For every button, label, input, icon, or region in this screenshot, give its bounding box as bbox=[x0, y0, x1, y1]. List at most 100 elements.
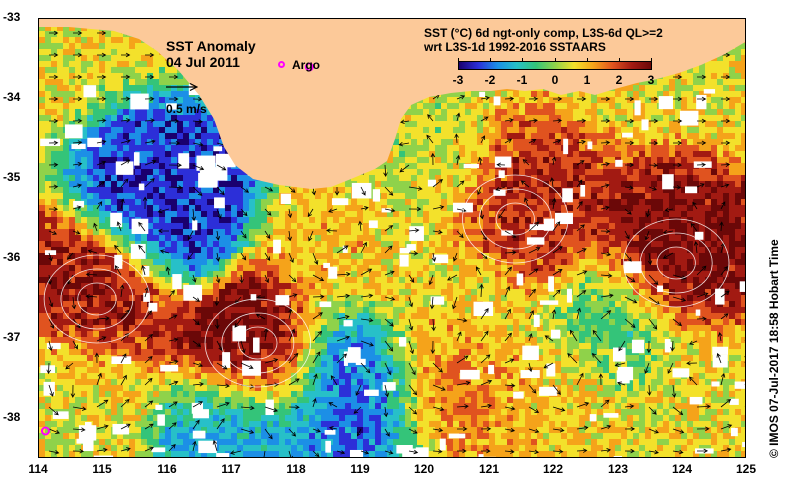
anomaly-cell bbox=[717, 85, 724, 92]
anomaly-cell bbox=[105, 199, 112, 206]
anomaly-cell bbox=[87, 97, 94, 104]
anomaly-cell bbox=[105, 61, 112, 68]
anomaly-cell bbox=[723, 91, 730, 98]
anomaly-cell bbox=[393, 223, 400, 230]
anomaly-cell bbox=[81, 271, 88, 278]
anomaly-cell bbox=[639, 169, 646, 176]
anomaly-cell bbox=[81, 265, 88, 272]
anomaly-cell bbox=[69, 157, 76, 164]
anomaly-cell bbox=[603, 253, 610, 260]
anomaly-cell bbox=[51, 85, 58, 92]
anomaly-cell bbox=[225, 265, 232, 272]
anomaly-cell bbox=[453, 223, 460, 230]
anomaly-cell bbox=[213, 259, 220, 266]
anomaly-cell bbox=[129, 175, 136, 182]
anomaly-cell bbox=[249, 253, 256, 260]
anomaly-cell bbox=[597, 115, 604, 122]
anomaly-cell bbox=[279, 205, 286, 212]
anomaly-cell bbox=[435, 169, 442, 176]
anomaly-cell bbox=[633, 91, 640, 98]
anomaly-cell bbox=[75, 37, 82, 44]
anomaly-cell bbox=[243, 181, 250, 188]
anomaly-cell bbox=[159, 79, 166, 86]
anomaly-cell bbox=[723, 67, 730, 74]
anomaly-cell bbox=[513, 121, 520, 128]
anomaly-cell bbox=[621, 145, 628, 152]
anomaly-cell bbox=[123, 151, 130, 158]
anomaly-cell bbox=[201, 109, 208, 116]
anomaly-cell bbox=[39, 241, 46, 248]
anomaly-cell bbox=[99, 61, 106, 68]
anomaly-cell bbox=[645, 85, 652, 92]
anomaly-cell bbox=[735, 229, 742, 236]
anomaly-cell bbox=[549, 151, 556, 158]
anomaly-cell bbox=[477, 181, 484, 188]
anomaly-cell bbox=[489, 259, 496, 266]
anomaly-cell bbox=[195, 127, 202, 134]
anomaly-cell bbox=[615, 217, 622, 224]
anomaly-cell bbox=[117, 181, 124, 188]
anomaly-cell bbox=[591, 109, 598, 116]
anomaly-cell bbox=[477, 187, 484, 194]
anomaly-cell bbox=[105, 121, 112, 128]
anomaly-cell bbox=[663, 265, 670, 272]
anomaly-cell bbox=[489, 217, 496, 224]
anomaly-cell bbox=[531, 115, 538, 122]
anomaly-cell bbox=[597, 127, 604, 134]
anomaly-cell bbox=[381, 223, 388, 230]
anomaly-cell bbox=[615, 103, 622, 110]
anomaly-cell bbox=[69, 181, 76, 188]
anomaly-cell bbox=[579, 235, 586, 242]
anomaly-cell bbox=[543, 139, 550, 146]
anomaly-cell bbox=[741, 43, 745, 50]
anomaly-cell bbox=[285, 229, 292, 236]
anomaly-cell bbox=[321, 247, 328, 254]
anomaly-cell bbox=[105, 205, 112, 212]
anomaly-cell bbox=[123, 175, 130, 182]
anomaly-cell bbox=[207, 229, 214, 236]
anomaly-cell bbox=[57, 181, 64, 188]
anomaly-cell bbox=[693, 169, 700, 176]
anomaly-cell bbox=[63, 241, 70, 248]
anomaly-cell bbox=[633, 181, 640, 188]
anomaly-cell bbox=[129, 151, 136, 158]
anomaly-cell bbox=[603, 127, 610, 134]
anomaly-cell bbox=[507, 199, 514, 206]
anomaly-cell bbox=[57, 253, 64, 260]
anomaly-cell bbox=[573, 229, 580, 236]
anomaly-cell bbox=[687, 133, 694, 140]
anomaly-cell bbox=[195, 205, 202, 212]
map-panel[interactable] bbox=[38, 18, 746, 458]
anomaly-cell bbox=[441, 115, 448, 122]
anomaly-cell bbox=[81, 259, 88, 266]
anomaly-cell bbox=[321, 235, 328, 242]
anomaly-cell bbox=[51, 223, 58, 230]
anomaly-cell bbox=[141, 127, 148, 134]
anomaly-cell bbox=[57, 37, 64, 44]
anomaly-cell bbox=[711, 175, 718, 182]
anomaly-cell bbox=[411, 127, 418, 134]
anomaly-cell bbox=[627, 139, 634, 146]
anomaly-cell bbox=[69, 115, 76, 122]
anomaly-cell bbox=[603, 247, 610, 254]
anomaly-cell bbox=[237, 265, 244, 272]
anomaly-cell bbox=[471, 157, 478, 164]
anomaly-cell bbox=[375, 253, 382, 260]
anomaly-cell bbox=[627, 253, 634, 260]
anomaly-cell bbox=[117, 229, 124, 236]
anomaly-cell bbox=[213, 223, 220, 230]
anomaly-cell bbox=[729, 199, 736, 206]
anomaly-cell bbox=[321, 253, 328, 260]
sst-anomaly-map[interactable] bbox=[39, 19, 746, 458]
anomaly-cell bbox=[633, 145, 640, 152]
anomaly-cell bbox=[447, 199, 454, 206]
anomaly-cell bbox=[261, 193, 268, 200]
anomaly-cell bbox=[471, 145, 478, 152]
anomaly-cell bbox=[609, 199, 616, 206]
anomaly-cell bbox=[291, 205, 298, 212]
anomaly-cell bbox=[261, 223, 268, 230]
anomaly-cell bbox=[51, 145, 58, 152]
anomaly-cell bbox=[261, 235, 268, 242]
anomaly-cell bbox=[339, 235, 346, 242]
anomaly-cell bbox=[525, 199, 532, 206]
